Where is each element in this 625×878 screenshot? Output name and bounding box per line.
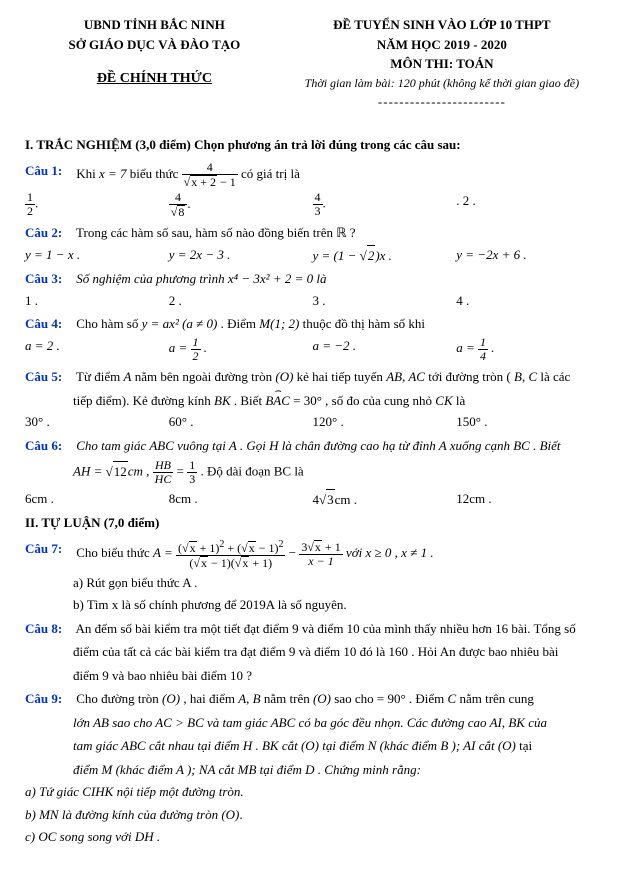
q9-a: a) Tứ giác CIHK nội tiếp một đường tròn. <box>25 782 600 802</box>
exam-duration: Thời gian làm bài: 120 phút (không kể th… <box>284 74 600 92</box>
q4-choice-a: a = 2 . <box>25 336 169 363</box>
q7-frac2: 3x + 1 x − 1 <box>299 540 342 568</box>
q3-choices: 1 . 2 . 3 . 4 . <box>25 291 600 311</box>
q9-label: Câu 9: <box>25 689 73 709</box>
q5-choice-b: 60° . <box>169 412 313 432</box>
header-right: ĐỀ TUYỂN SINH VÀO LỚP 10 THPT NĂM HỌC 20… <box>284 15 600 111</box>
q8-l1: An đếm số bài kiểm tra một tiết đạt điểm… <box>76 621 576 636</box>
q6-line1: Cho tam giác ABC vuông tại A . Gọi H là … <box>76 438 560 453</box>
q7-label: Câu 7: <box>25 539 73 559</box>
q1-num: 4 <box>182 161 238 175</box>
section-2-title: II. TỰ LUẬN (7,0 điểm) <box>25 513 600 533</box>
q6-choice-c: 43cm . <box>313 489 457 510</box>
q9-l2: lớn AB sao cho AC > BC và tam giác ABC c… <box>73 713 600 733</box>
q1-label: Câu 1: <box>25 161 73 181</box>
q7-b: b) Tìm x là số chính phương để 2019A là … <box>73 595 600 615</box>
q1-fraction: 4 x + 2 − 1 <box>182 161 238 189</box>
q4-label: Câu 4: <box>25 314 73 334</box>
q4-text: Cho hàm số y = ax² (a ≠ 0) . Điểm M(1; 2… <box>76 316 425 331</box>
q5-choice-a: 30° . <box>25 412 169 432</box>
q2-choice-b: y = 2x − 3 . <box>169 245 313 266</box>
question-5: Câu 5: Từ điểm A nằm bên ngoài đường trò… <box>25 367 600 387</box>
q3-text: Số nghiệm của phương trình x⁴ − 3x² + 2 … <box>76 271 326 286</box>
q9-l3: tam giác ABC cắt nhau tại điểm H . BK cắ… <box>73 736 600 756</box>
q6-choice-b: 8cm . <box>169 489 313 510</box>
q7-text: Cho biểu thức A = (x + 1)2 + (x − 1)2 (x… <box>76 545 433 560</box>
q6-choice-d: 12cm . <box>456 489 600 510</box>
q9-l4: điểm M (khác điểm A ); NA cắt MB tại điể… <box>73 760 600 780</box>
q5-choices: 30° . 60° . 120° . 150° . <box>25 412 600 432</box>
q8-label: Câu 8: <box>25 619 73 639</box>
dashes: ------------------------ <box>284 92 600 112</box>
question-6: Câu 6: Cho tam giác ABC vuông tại A . Gọ… <box>25 436 600 456</box>
q3-choice-d: 4 . <box>456 291 600 311</box>
q1-choice-c: 43. <box>313 191 457 219</box>
q1-choice-a: 12. <box>25 191 169 219</box>
q3-label: Câu 3: <box>25 269 73 289</box>
q2-choices: y = 1 − x . y = 2x − 3 . y = (1 − 2)x . … <box>25 245 600 266</box>
q1-den: x + 2 − 1 <box>182 175 238 189</box>
q9-c: c) OC song song với DH . <box>25 827 600 847</box>
q2-choice-a: y = 1 − x . <box>25 245 169 266</box>
header-left: UBND TỈNH BẮC NINH SỞ GIÁO DỤC VÀ ĐÀO TẠ… <box>25 15 284 111</box>
question-9: Câu 9: Cho đường tròn (O) , hai điểm A, … <box>25 689 600 709</box>
q5-line2: tiếp điểm). Kẻ đường kính BK . Biết BAC … <box>73 391 600 411</box>
exam-year: NĂM HỌC 2019 - 2020 <box>284 35 600 55</box>
q2-choice-d: y = −2x + 6 . <box>456 245 600 266</box>
q1-choices: 12. 48. 43. . 2 . <box>25 191 600 219</box>
q1-mid: biểu thức <box>130 166 182 181</box>
exam-subject: MÔN THI: TOÁN <box>284 54 600 74</box>
q1-text: Khi x = 7 biểu thức 4 x + 2 − 1 có giá t… <box>76 166 300 181</box>
q7-frac1: (x + 1)2 + (x − 1)2 (x − 1)(x + 1) <box>176 539 286 570</box>
exam-title: ĐỀ TUYỂN SINH VÀO LỚP 10 THPT <box>284 15 600 35</box>
q8-l3: điểm 9 và bao nhiêu bài điểm 10 ? <box>73 666 600 686</box>
department: SỞ GIÁO DỤC VÀ ĐÀO TẠO <box>25 35 284 55</box>
q3-choice-a: 1 . <box>25 291 169 311</box>
q5-choice-c: 120° . <box>313 412 457 432</box>
q2-text: Trong các hàm số sau, hàm số nào đồng bi… <box>76 225 356 240</box>
q4-choice-c: a = −2 . <box>313 336 457 363</box>
q3-choice-b: 2 . <box>169 291 313 311</box>
q1-prefix: Khi <box>76 166 99 181</box>
q6-label: Câu 6: <box>25 436 73 456</box>
q3-choice-c: 3 . <box>313 291 457 311</box>
q1-var: x = 7 <box>99 166 127 181</box>
q1-choice-d: . 2 . <box>456 191 600 219</box>
q9-l1: Cho đường tròn (O) , hai điểm A, B nằm t… <box>76 691 534 706</box>
q6-choices: 6cm . 8cm . 43cm . 12cm . <box>25 489 600 510</box>
q9-b: b) MN là đường kính của đường tròn (O). <box>25 805 600 825</box>
q6-choice-a: 6cm . <box>25 489 169 510</box>
q8-l2: điểm của tất cả các bài kiểm tra đạt điể… <box>73 642 600 662</box>
q7-a: a) Rút gọn biểu thức A . <box>73 573 600 593</box>
question-1: Câu 1: Khi x = 7 biểu thức 4 x + 2 − 1 c… <box>25 161 600 189</box>
q5-choice-d: 150° . <box>456 412 600 432</box>
exam-header: UBND TỈNH BẮC NINH SỞ GIÁO DỤC VÀ ĐÀO TẠ… <box>25 15 600 111</box>
question-3: Câu 3: Số nghiệm của phương trình x⁴ − 3… <box>25 269 600 289</box>
q1-choice-b: 48. <box>169 191 313 219</box>
question-4: Câu 4: Cho hàm số y = ax² (a ≠ 0) . Điểm… <box>25 314 600 334</box>
official-stamp: ĐỀ CHÍNH THỨC <box>97 68 212 89</box>
province: UBND TỈNH BẮC NINH <box>25 15 284 35</box>
q2-choice-c: y = (1 − 2)x . <box>313 245 457 266</box>
q1-suffix: có giá trị là <box>241 166 300 181</box>
q5-text: Từ điểm A nằm bên ngoài đường tròn (O) k… <box>76 369 570 384</box>
q4-choice-d: a = 14 . <box>456 336 600 363</box>
q5-label: Câu 5: <box>25 367 73 387</box>
question-8: Câu 8: An đếm số bài kiểm tra một tiết đ… <box>25 619 600 639</box>
q4-choice-b: a = 12 . <box>169 336 313 363</box>
question-2: Câu 2: Trong các hàm số sau, hàm số nào … <box>25 223 600 243</box>
section-1-title: I. TRẮC NGHIỆM (3,0 điểm) Chọn phương án… <box>25 135 600 155</box>
q6-line2: AH = 12cm , HBHC = 13 . Độ dài đoạn BC l… <box>73 459 600 486</box>
q4-choices: a = 2 . a = 12 . a = −2 . a = 14 . <box>25 336 600 363</box>
question-7: Câu 7: Cho biểu thức A = (x + 1)2 + (x −… <box>25 539 600 570</box>
q2-label: Câu 2: <box>25 223 73 243</box>
